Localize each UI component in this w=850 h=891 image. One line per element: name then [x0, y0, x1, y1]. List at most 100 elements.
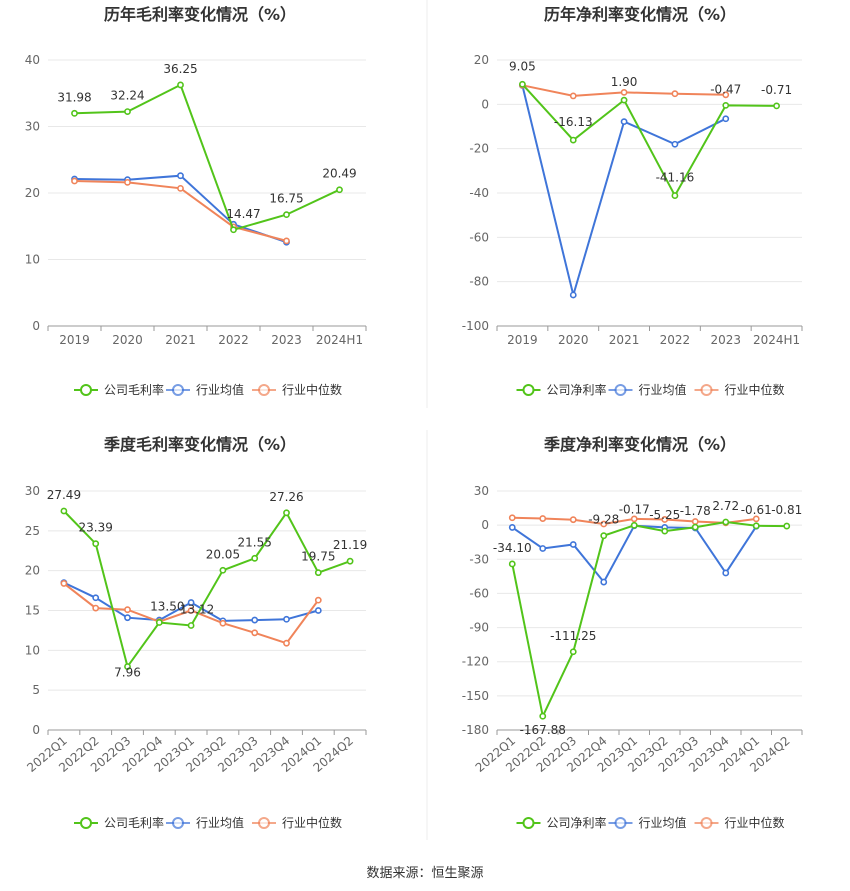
data-label: -34.10 [493, 541, 532, 555]
median-data-point [630, 515, 638, 523]
data-label: -9.28 [588, 513, 619, 527]
legend-swatch-marker [614, 817, 627, 829]
data-label: 27.26 [269, 490, 303, 504]
avg-data-point [722, 115, 730, 123]
data-label: 19.75 [301, 550, 335, 564]
quarterly-net-margin-chart: 季度净利率变化情况（%）-180-150-120-90-60-300302022… [462, 435, 803, 830]
avg-data-point [124, 614, 131, 622]
legend-item-company: 公司净利率 [516, 815, 607, 830]
company-data-point [314, 569, 322, 577]
legend-swatch-marker [614, 384, 627, 396]
median-data-point [569, 92, 577, 100]
data-label: 16.75 [269, 192, 303, 206]
y-tick-label: -60 [469, 586, 489, 600]
legend-item-company: 公司毛利率 [74, 382, 164, 397]
y-tick-label: 0 [481, 518, 489, 532]
data-source-note: 数据来源：恒生聚源 [366, 866, 484, 881]
y-tick-label: -60 [469, 230, 489, 244]
legend-swatch-marker [522, 384, 535, 396]
company-data-point [346, 557, 354, 565]
y-tick-label: -20 [469, 142, 489, 156]
x-tick-label: 2019 [59, 333, 90, 347]
data-label: -0.47 [710, 82, 741, 96]
avg-data-point [671, 140, 679, 148]
median-data-point [600, 520, 608, 528]
legend-swatch-marker [80, 384, 92, 396]
legend-swatch-marker [700, 817, 713, 829]
legend-item-median: 行业中位数 [252, 815, 342, 830]
median-data-point [71, 177, 78, 185]
data-label: 7.96 [114, 666, 141, 680]
median-data-point [187, 607, 195, 614]
y-tick-label: 0 [32, 319, 40, 333]
company-data-point [691, 523, 699, 531]
median-data-point [92, 604, 100, 612]
company-data-point [508, 560, 516, 568]
chart-title: 历年毛利率变化情况（%） [104, 5, 296, 24]
avg-data-point [92, 594, 100, 602]
y-tick-label: 30 [25, 120, 40, 134]
company-data-point [569, 136, 577, 144]
median-data-point [124, 178, 131, 186]
legend-item-avg: 行业均值 [166, 815, 244, 830]
median-data-point [314, 596, 322, 604]
median-data-point [124, 606, 131, 614]
company-data-point [283, 509, 290, 517]
y-tick-label: -80 [469, 275, 489, 289]
data-label: -16.13 [554, 115, 593, 129]
y-tick-label: 30 [25, 484, 40, 498]
y-tick-label: -120 [462, 655, 489, 669]
x-tick-label: 2022 [660, 333, 691, 347]
legend-swatch-marker [258, 817, 270, 829]
annual-gross-margin-chart: 历年毛利率变化情况（%） 0 10 20 30 40 2019 2020 2021 2022 202… [25, 5, 367, 397]
company-data-point [124, 663, 131, 670]
company-data-point [661, 527, 669, 535]
avg-data-point [569, 291, 577, 299]
company-series-line [511, 520, 787, 720]
company-data-point [600, 532, 608, 540]
y-tick-label: 10 [25, 643, 40, 657]
avg-data-point [314, 607, 322, 614]
avg-data-point [283, 615, 290, 623]
x-tick-label: 2021 [165, 333, 196, 347]
data-label: 1.90 [611, 75, 638, 89]
data-label: -1.78 [680, 504, 711, 518]
data-label: -5.25 [649, 508, 680, 522]
data-label: 14.47 [226, 207, 260, 221]
company-data-point [519, 80, 526, 88]
data-label: 32.24 [110, 89, 144, 103]
x-tick-label: 2024H1 [316, 333, 363, 347]
legend-item-median: 行业中位数 [694, 382, 785, 397]
legend-swatch-marker [258, 384, 270, 396]
x-tick-label: 2022 [218, 333, 249, 347]
company-data-point [752, 522, 760, 530]
company-data-point [92, 540, 100, 548]
avg-data-point [539, 545, 547, 552]
legend-swatch-marker [172, 384, 184, 396]
median-data-point [569, 516, 577, 524]
avg-series-line [511, 524, 758, 584]
y-tick-label: 10 [25, 253, 40, 267]
annual-net-margin-chart: 历年净利率变化情况（%） -100 -80 -60 -40 -20 0 20 2019 2020 2… [462, 5, 803, 397]
y-tick-label: -100 [462, 319, 489, 333]
y-tick-label: -150 [462, 689, 489, 703]
data-label: 23.39 [79, 521, 113, 535]
company-data-point [230, 226, 237, 234]
data-label: 21.55 [238, 535, 272, 549]
data-label: 9.05 [509, 59, 536, 73]
chart-title: 季度净利率变化情况（%） [543, 435, 736, 454]
company-series-line [63, 510, 351, 669]
median-data-point [251, 629, 259, 637]
avg-data-point [251, 616, 259, 624]
data-label: 31.98 [57, 90, 91, 104]
median-data-point [752, 515, 760, 523]
y-tick-label: 20 [25, 564, 40, 578]
median-data-point [671, 90, 679, 98]
median-data-point [661, 516, 669, 523]
x-tick-label: 2020 [558, 333, 589, 347]
legend-label: 公司毛利率 [104, 815, 164, 830]
median-data-point [283, 639, 290, 647]
company-data-point [187, 622, 195, 629]
data-label: 13.12 [180, 602, 214, 616]
